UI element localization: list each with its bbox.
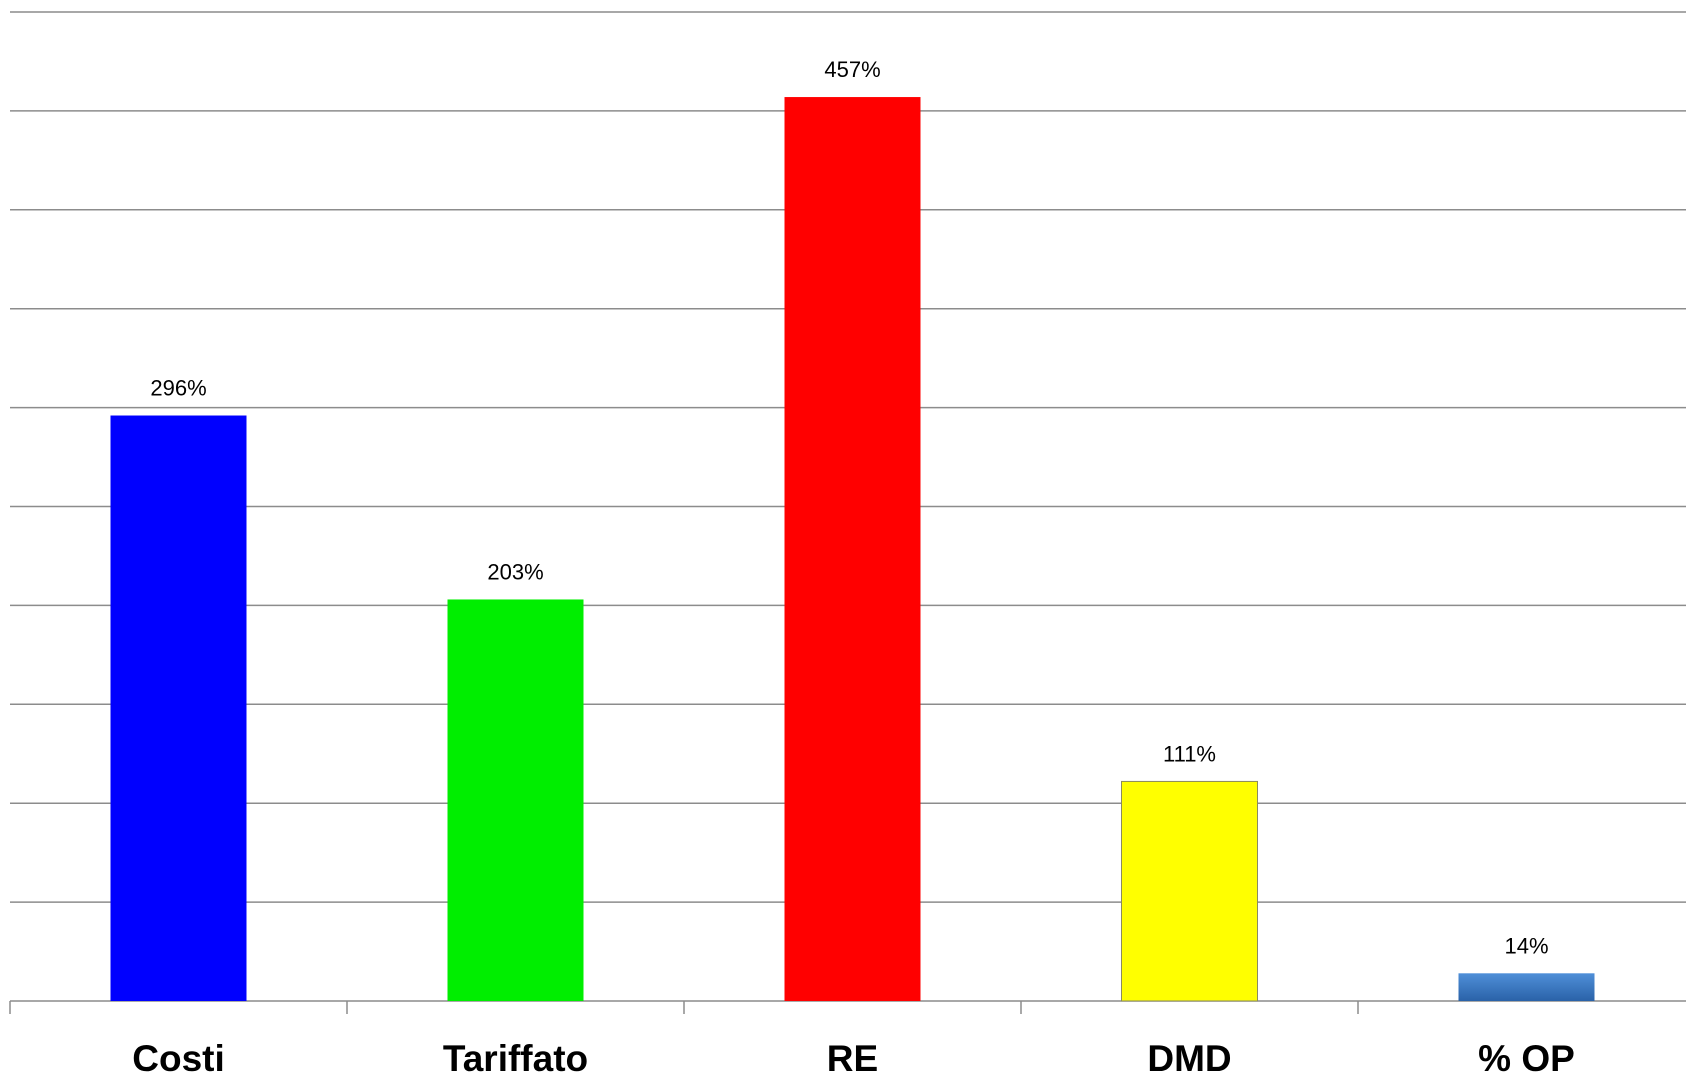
category-label: Tariffato (443, 1038, 588, 1078)
bar-costi (110, 415, 247, 1002)
data-label: 296% (150, 376, 206, 401)
category-label: RE (827, 1038, 878, 1078)
bar-tariffato (447, 599, 584, 1001)
data-labels: 296% 203% 457% 111% 14% (150, 57, 1548, 958)
bar-dmd (1121, 780, 1258, 1002)
data-label: 14% (1504, 933, 1548, 958)
bar-op (1458, 973, 1595, 1001)
bars (110, 97, 1595, 1002)
bar-re (784, 97, 921, 1001)
category-label: % OP (1478, 1038, 1575, 1078)
category-labels: Costi Tariffato RE DMD % OP (132, 1038, 1575, 1078)
data-label: 457% (824, 57, 880, 82)
category-label: Costi (132, 1038, 225, 1078)
x-axis (9, 1000, 1686, 1014)
data-label: 203% (487, 559, 543, 584)
category-label: DMD (1147, 1038, 1231, 1078)
data-label: 111% (1163, 741, 1216, 766)
